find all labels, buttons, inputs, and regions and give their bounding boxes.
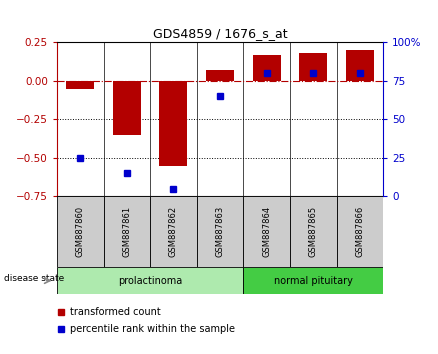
- Bar: [346, 50, 374, 81]
- Text: GSM887866: GSM887866: [356, 206, 364, 257]
- Text: GSM887862: GSM887862: [169, 206, 178, 257]
- Text: GSM887865: GSM887865: [309, 206, 318, 257]
- Title: GDS4859 / 1676_s_at: GDS4859 / 1676_s_at: [153, 27, 287, 40]
- Bar: [253, 55, 281, 81]
- Bar: [159, 81, 187, 166]
- Bar: [66, 81, 94, 89]
- Text: disease state: disease state: [4, 274, 65, 283]
- Text: transformed count: transformed count: [70, 307, 161, 316]
- Text: normal pituitary: normal pituitary: [274, 275, 353, 286]
- Bar: [244, 196, 290, 267]
- Bar: [244, 267, 383, 294]
- Text: GSM887861: GSM887861: [122, 206, 131, 257]
- Bar: [150, 196, 197, 267]
- Text: GSM887863: GSM887863: [215, 206, 225, 257]
- Text: GSM887864: GSM887864: [262, 206, 271, 257]
- Bar: [103, 196, 150, 267]
- Bar: [57, 267, 244, 294]
- Bar: [290, 196, 337, 267]
- Text: GSM887860: GSM887860: [76, 206, 85, 257]
- Bar: [57, 196, 103, 267]
- Bar: [337, 196, 383, 267]
- Bar: [197, 196, 244, 267]
- Bar: [299, 53, 327, 81]
- Bar: [206, 70, 234, 81]
- Bar: [113, 81, 141, 135]
- Text: percentile rank within the sample: percentile rank within the sample: [70, 324, 235, 334]
- Text: prolactinoma: prolactinoma: [118, 275, 182, 286]
